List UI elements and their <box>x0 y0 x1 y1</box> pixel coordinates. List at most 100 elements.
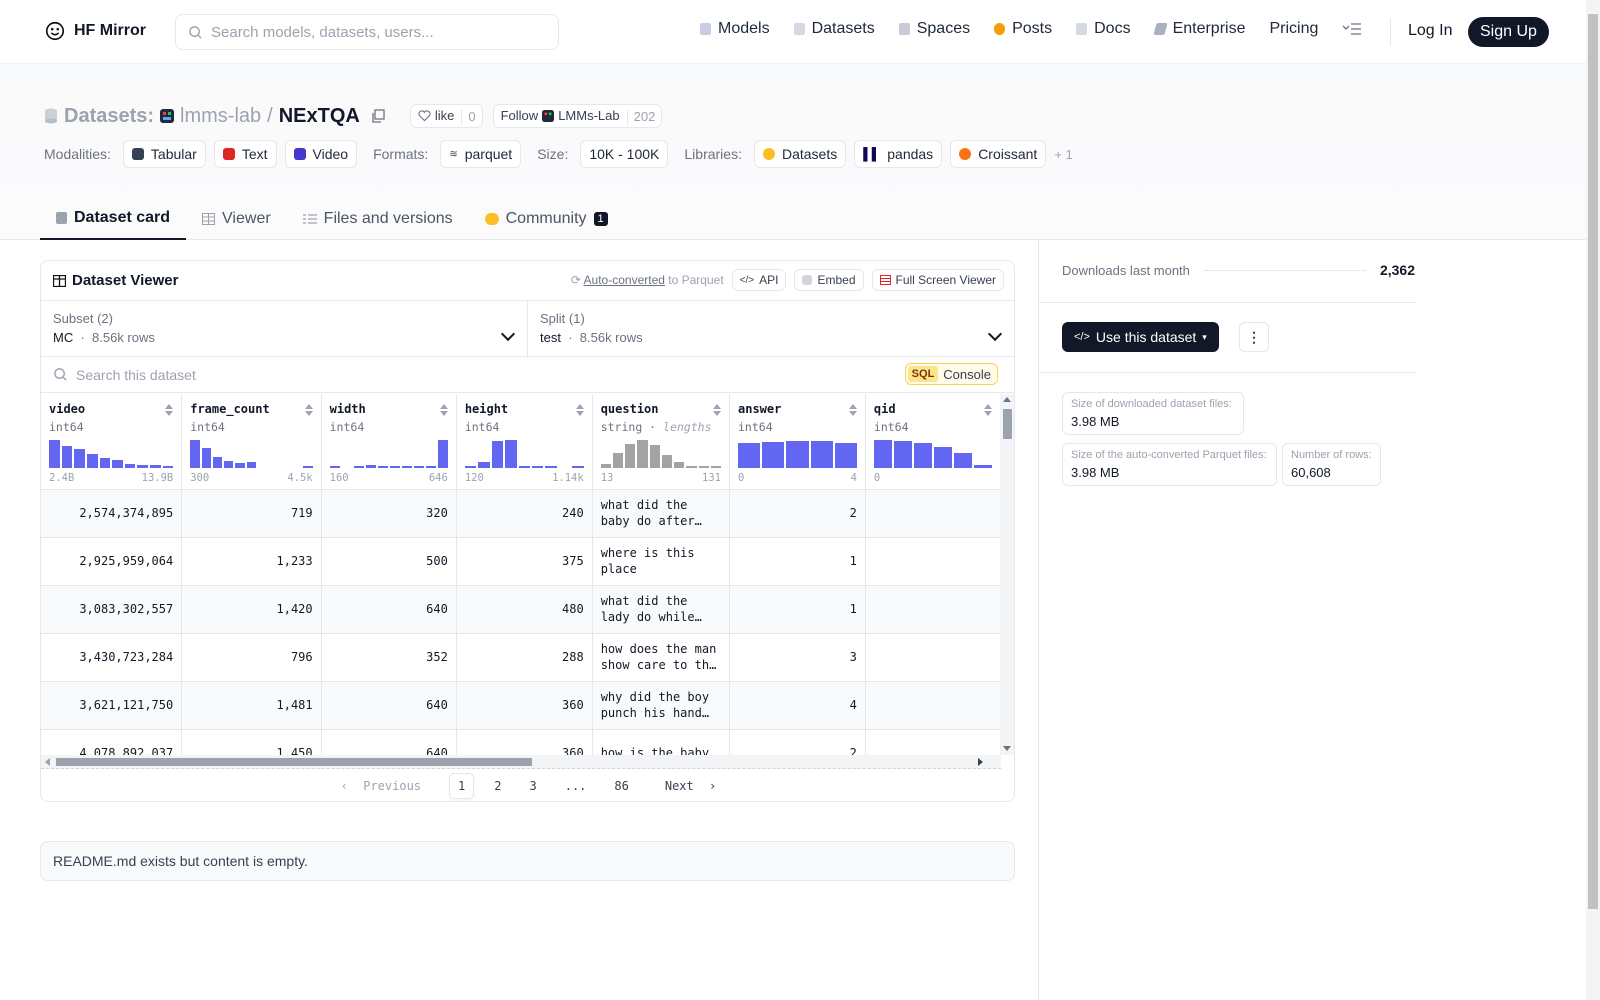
cell-question[interactable]: what did the baby do after throwing the … <box>592 489 731 538</box>
histogram-bar[interactable] <box>235 462 245 468</box>
histogram-bar[interactable] <box>738 442 761 468</box>
histogram-bar[interactable] <box>674 461 685 468</box>
histogram-bar[interactable] <box>124 463 136 468</box>
histogram-bar[interactable] <box>637 440 648 468</box>
histogram-bar[interactable] <box>572 465 584 468</box>
libraries-more[interactable]: + 1 <box>1054 146 1073 162</box>
histogram-bar[interactable] <box>224 461 234 468</box>
page-scrollbar[interactable] <box>1586 0 1600 1000</box>
cell-height[interactable]: 240 <box>456 489 593 538</box>
column-header-width[interactable]: width int64 160 646 <box>321 394 457 490</box>
column-header-height[interactable]: height int64 120 1.14k <box>456 394 593 490</box>
histogram-bar[interactable] <box>600 463 611 468</box>
embed-button[interactable]: Embed <box>794 269 864 291</box>
login-link[interactable]: Log In <box>1408 22 1453 39</box>
histogram-bar[interactable] <box>686 465 697 468</box>
cell-video[interactable]: 4,078,892,037 <box>41 729 183 755</box>
scroll-up-icon[interactable] <box>1003 397 1011 402</box>
cell-height[interactable]: 288 <box>456 633 593 682</box>
nav-more-menu[interactable] <box>1342 22 1362 36</box>
column-header-qid[interactable]: qid int64 0 <box>865 394 1001 490</box>
auto-converted-link[interactable]: Auto-converted <box>583 273 665 287</box>
histogram-bar[interactable] <box>49 440 60 468</box>
cell-answer[interactable]: 1 <box>729 537 866 586</box>
tab-files[interactable]: Files and versions <box>287 198 469 240</box>
cell-video[interactable]: 2,925,959,064 <box>41 537 183 586</box>
cell-qid[interactable] <box>865 537 1001 586</box>
histogram-bar[interactable] <box>505 440 517 468</box>
cell-frame_count[interactable]: 1,420 <box>181 585 322 634</box>
tag-pandas[interactable]: ▌▌ pandas <box>854 140 943 168</box>
histogram-bar[interactable] <box>201 447 211 468</box>
histogram-bar[interactable] <box>61 446 73 468</box>
tag-tabular[interactable]: Tabular <box>122 140 206 168</box>
histogram-bar[interactable] <box>762 442 785 468</box>
histogram-bar[interactable] <box>353 466 364 468</box>
data-grid[interactable]: video int64 2.4B 13.9B frame_count int64 300 4.… <box>41 394 1001 755</box>
column-histogram[interactable] <box>738 440 857 468</box>
split-select[interactable]: Split (1) test · 8.56k rows <box>527 301 1014 356</box>
cell-video[interactable]: 2,574,374,895 <box>41 489 183 538</box>
dataset-search[interactable]: Search this dataset SQL Console <box>41 357 1014 393</box>
table-row[interactable]: 4,078,892,037 1,450 640 360 how is the baby 2 <box>41 729 1001 755</box>
histogram-bar[interactable] <box>464 466 477 468</box>
histogram-bar[interactable] <box>425 466 436 468</box>
histogram-bar[interactable] <box>491 441 504 468</box>
cell-qid[interactable] <box>865 681 1001 730</box>
nav-posts[interactable]: Posts <box>994 20 1052 38</box>
global-search[interactable] <box>175 14 559 50</box>
cell-height[interactable]: 360 <box>456 729 593 755</box>
cell-frame_count[interactable]: 1,481 <box>181 681 322 730</box>
histogram-bar[interactable] <box>710 466 722 468</box>
cell-answer[interactable]: 4 <box>729 681 866 730</box>
tag-size[interactable]: 10K - 100K <box>580 140 669 168</box>
cell-width[interactable]: 640 <box>321 585 457 634</box>
cell-video[interactable]: 3,430,723,284 <box>41 633 183 682</box>
cell-qid[interactable] <box>865 585 1001 634</box>
like-button[interactable]: like 0 <box>409 104 483 128</box>
cell-question[interactable]: why did the boy punch his hand forward <box>592 681 731 730</box>
tag-parquet[interactable]: ≋ parquet <box>440 140 522 168</box>
histogram-bar[interactable] <box>212 457 223 468</box>
tag-video[interactable]: Video <box>284 140 358 168</box>
histogram-bar[interactable] <box>698 466 709 468</box>
histogram-bar[interactable] <box>973 465 992 468</box>
nav-docs[interactable]: Docs <box>1076 20 1131 38</box>
cell-qid[interactable] <box>865 729 1001 755</box>
cell-question[interactable]: how does the man show care to the baby <box>592 633 731 682</box>
histogram-bar[interactable] <box>913 442 932 468</box>
histogram-bar[interactable] <box>246 461 257 468</box>
repo-name[interactable]: NExTQA <box>278 104 360 127</box>
sort-icon[interactable] <box>439 404 448 416</box>
histogram-bar[interactable] <box>112 460 123 468</box>
histogram-bar[interactable] <box>413 466 424 468</box>
cell-frame_count[interactable]: 1,233 <box>181 537 322 586</box>
sort-icon[interactable] <box>713 404 721 416</box>
histogram-bar[interactable] <box>99 458 111 468</box>
cell-answer[interactable]: 2 <box>729 489 866 538</box>
histogram-bar[interactable] <box>437 440 448 468</box>
pager-page-last[interactable]: 86 <box>614 779 629 793</box>
tab-community[interactable]: Community 1 <box>469 198 624 240</box>
table-row[interactable]: 2,925,959,064 1,233 500 375 where is this pl… <box>41 537 1001 586</box>
histogram-bar[interactable] <box>137 464 148 468</box>
histogram-bar[interactable] <box>834 442 857 468</box>
scroll-down-icon[interactable] <box>1003 746 1011 751</box>
scroll-left-icon[interactable] <box>45 758 50 766</box>
table-row[interactable]: 3,430,723,284 796 352 288 how does the man s… <box>41 633 1001 682</box>
tab-viewer[interactable]: Viewer <box>186 198 287 240</box>
repo-kind[interactable]: Datasets: <box>64 104 155 127</box>
cell-width[interactable]: 500 <box>321 537 457 586</box>
api-button[interactable]: </> API <box>731 269 787 291</box>
nav-datasets[interactable]: Datasets <box>793 20 875 38</box>
column-histogram[interactable] <box>49 440 174 468</box>
cell-qid[interactable] <box>865 633 1001 682</box>
tag-text[interactable]: Text <box>213 140 277 168</box>
subset-select[interactable]: Subset (2) MC · 8.56k rows <box>41 301 527 356</box>
nav-enterprise[interactable]: Enterprise <box>1152 20 1245 38</box>
histogram-bar[interactable] <box>612 452 624 468</box>
histogram-bar[interactable] <box>545 466 557 468</box>
column-histogram[interactable] <box>873 440 992 468</box>
pager-previous[interactable]: ‹ Previous <box>333 774 437 798</box>
sort-icon[interactable] <box>304 404 313 416</box>
